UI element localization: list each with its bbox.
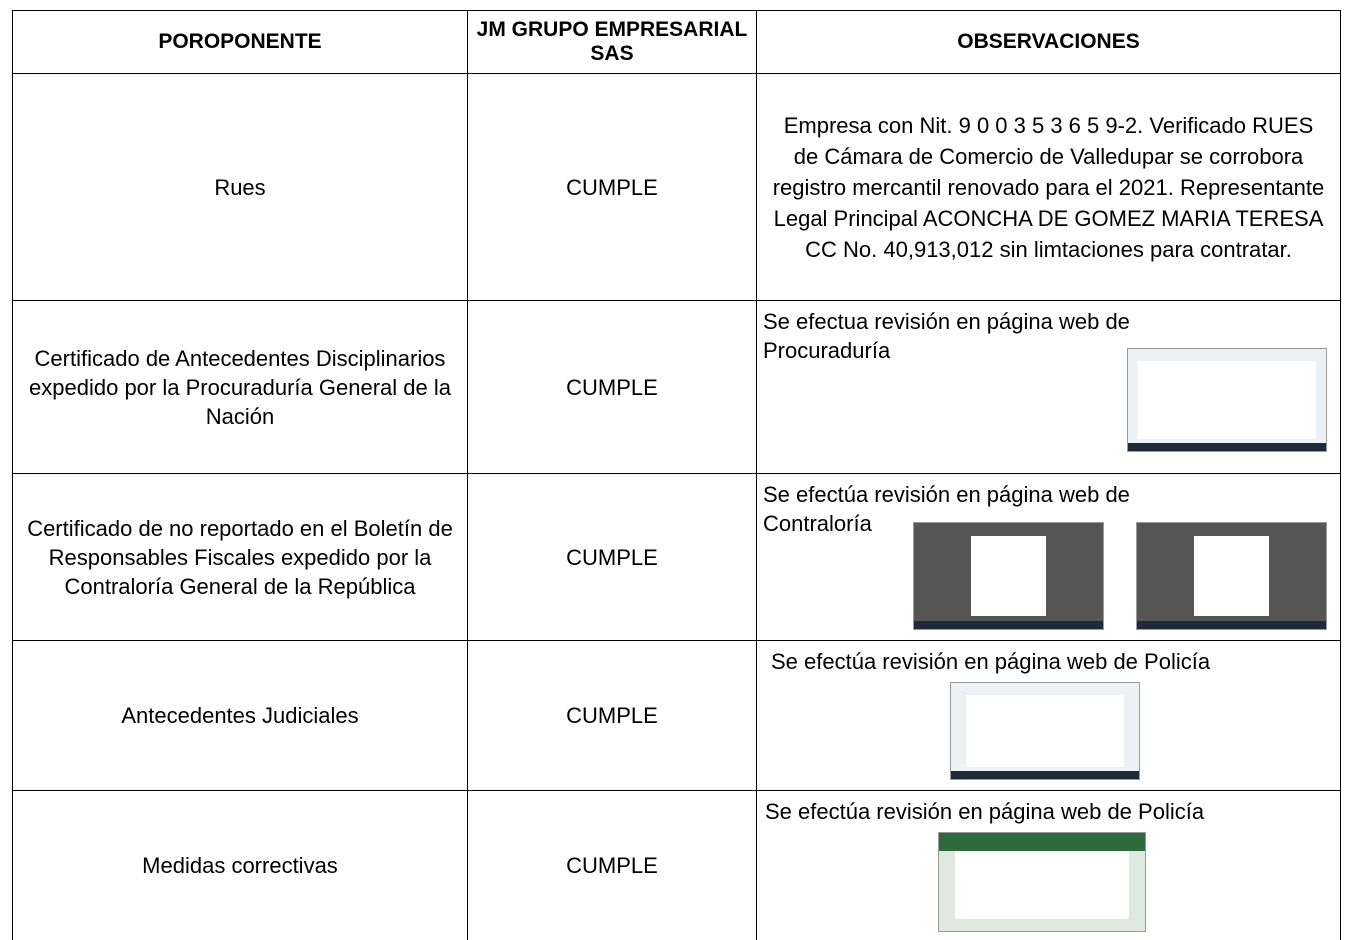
cell: CUMPLE [467,300,756,473]
cell: CUMPLE [467,790,756,940]
cell: Certificado de no reportado en el Boletí… [12,473,467,640]
screenshot-thumbnail [950,682,1140,780]
cell: Se efectúa revisión en página web de Pol… [756,640,1341,790]
header-cell: JM GRUPO EMPRESARIAL SAS [467,10,756,73]
cell: Empresa con Nit. 9 0 0 3 5 3 6 5 9-2. Ve… [756,73,1341,300]
cell: Certificado de Antecedentes Disciplinari… [12,300,467,473]
cell: Medidas correctivas [12,790,467,940]
cell: CUMPLE [467,73,756,300]
screenshot-thumbnail [1127,348,1327,452]
cell: Antecedentes Judiciales [12,640,467,790]
cell: Se efectúa revisión en página web de Pol… [756,790,1341,940]
cell: Se efectúa revisión en página web de Con… [756,473,1341,640]
cell: Rues [12,73,467,300]
cell: Se efectua revisión en página web de Pro… [756,300,1341,473]
screenshot-thumbnail [1136,522,1327,630]
cell: CUMPLE [467,640,756,790]
header-cell: POROPONENTE [12,10,467,73]
screenshot-thumbnail [913,522,1104,630]
header-cell: OBSERVACIONES [756,10,1341,73]
screenshot-thumbnail [938,832,1146,932]
cell: CUMPLE [467,473,756,640]
